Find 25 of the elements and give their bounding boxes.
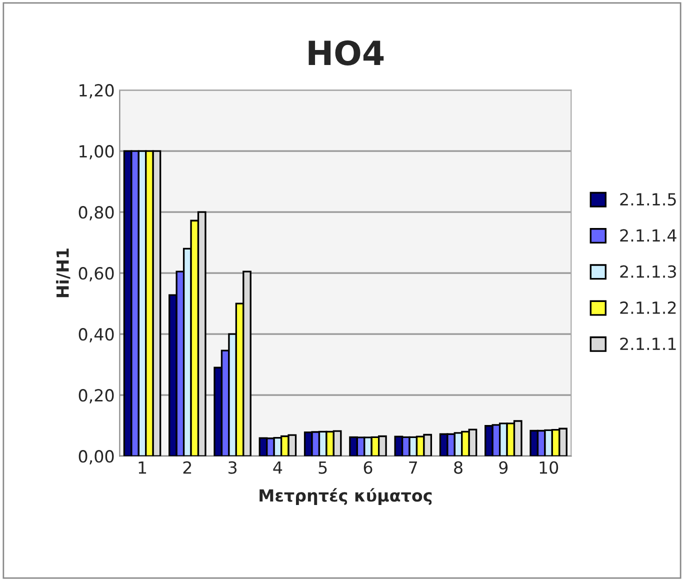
legend-label: 2.1.1.4 <box>620 229 676 242</box>
y-tick-label: 0,80 <box>78 206 114 220</box>
legend-label: 2.1.1.2 <box>620 301 676 314</box>
y-tick-label: 1,00 <box>80 145 114 160</box>
x-tick-label: 5 <box>318 461 327 474</box>
x-tick-label: 2 <box>183 461 192 474</box>
y-tick-label: 1,20 <box>80 84 114 98</box>
chart-title: HO4 <box>308 40 384 66</box>
y-tick-label: 0,00 <box>78 450 114 464</box>
legend-label: 2.1.1.3 <box>620 265 676 278</box>
y-tick-label: 0,20 <box>78 389 114 404</box>
y-axis-title: Hi/H1 <box>56 248 70 298</box>
x-tick-label: 6 <box>364 461 372 474</box>
legend-label: 2.1.1.5 <box>620 193 676 206</box>
x-tick-label: 1 <box>138 461 146 474</box>
x-tick-label: 10 <box>540 461 558 474</box>
x-axis-title: Μετρητές κύματος <box>260 488 432 506</box>
x-tick-label: 8 <box>454 461 462 474</box>
x-tick-label: 4 <box>273 461 282 474</box>
y-tick-label: 0,60 <box>78 267 114 282</box>
x-tick-label: 9 <box>499 461 508 474</box>
x-tick-label: 7 <box>409 461 418 474</box>
y-tick-label: 0,40 <box>78 328 114 342</box>
legend-label: 2.1.1.1 <box>620 338 676 350</box>
x-tick-label: 3 <box>228 461 237 474</box>
